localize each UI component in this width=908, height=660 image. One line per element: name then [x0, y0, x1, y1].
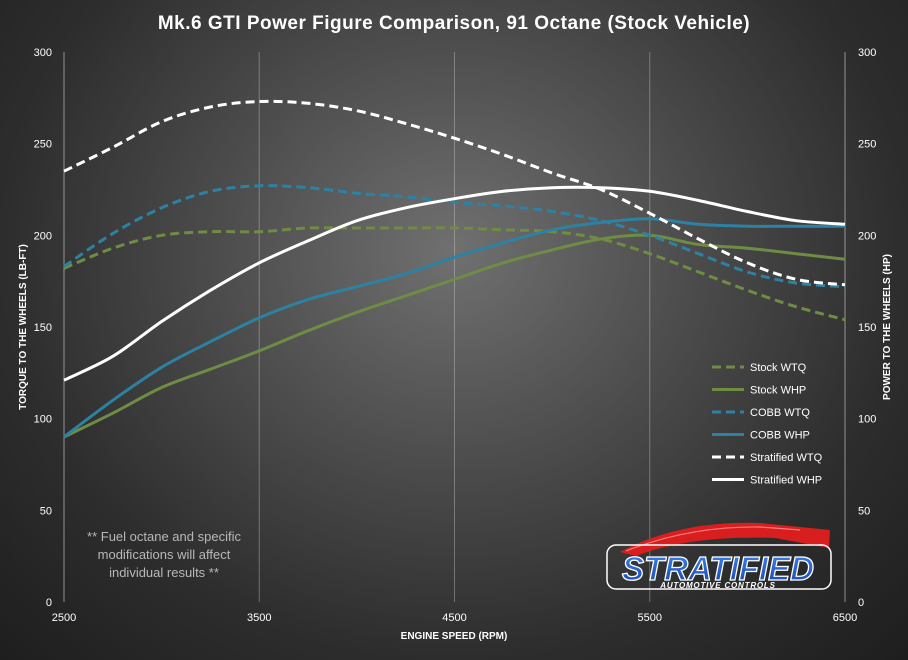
- y-left-tick-label: 200: [34, 230, 52, 242]
- note-line-3: individual results **: [109, 565, 219, 580]
- logo-wordmark: STRATIFIED: [622, 550, 814, 587]
- legend-label-stratified-whp: Stratified WHP: [750, 475, 822, 487]
- gridlines: [63, 52, 846, 602]
- x-axis-label: ENGINE SPEED (RPM): [401, 631, 508, 642]
- disclaimer-note: ** Fuel octane and specific modification…: [87, 529, 241, 580]
- legend-label-stock-whp: Stock WHP: [750, 385, 806, 397]
- left-axis-ticks: 0 50 100 150 200 250 300: [34, 47, 52, 609]
- y-axis-right-label: POWER TO THE WHEELS (HP): [882, 254, 893, 400]
- logo-swoosh-icon: [620, 522, 830, 556]
- x-tick-label: 4500: [442, 612, 466, 624]
- note-line-2: modifications will affect: [98, 547, 231, 562]
- logo-border: [606, 544, 832, 590]
- y-left-tick-label: 50: [40, 505, 52, 517]
- series-line-stock-wtq: [63, 226, 846, 322]
- y-axis-left-label: TORQUE TO THE WHEELS (LB-FT): [18, 244, 29, 410]
- y-right-tick-label: 250: [858, 139, 876, 151]
- logo-tagline: AUTOMOTIVE CONTROLS: [659, 581, 776, 590]
- legend-label-cobb-whp: COBB WHP: [750, 430, 810, 442]
- series-line-cobb-whp: [63, 217, 845, 439]
- series-line-stratified-wtq: [63, 99, 846, 287]
- y-left-tick-label: 150: [34, 322, 52, 334]
- y-right-tick-label: 150: [858, 322, 876, 334]
- x-tick-label: 3500: [247, 612, 271, 624]
- x-tick-label: 5500: [638, 612, 662, 624]
- stratified-logo: STRATIFIED AUTOMOTIVE CONTROLS: [606, 522, 832, 590]
- y-left-tick-label: 250: [34, 139, 52, 151]
- y-right-tick-label: 0: [858, 597, 864, 609]
- chart-title: Mk.6 GTI Power Figure Comparison, 91 Oct…: [158, 13, 750, 34]
- y-right-tick-label: 200: [858, 230, 876, 242]
- y-left-tick-label: 300: [34, 47, 52, 59]
- y-right-tick-label: 100: [858, 414, 876, 426]
- y-left-tick-label: 100: [34, 414, 52, 426]
- legend-label-stock-wtq: Stock WTQ: [750, 362, 807, 374]
- series-line-cobb-wtq: [63, 184, 846, 289]
- note-line-1: ** Fuel octane and specific: [87, 529, 241, 544]
- legend-label-stratified-wtq: Stratified WTQ: [750, 452, 823, 464]
- y-left-tick-label: 0: [46, 597, 52, 609]
- x-tick-label: 6500: [833, 612, 857, 624]
- x-axis-ticks: 2500 3500 4500 5500 6500: [52, 612, 857, 624]
- y-right-tick-label: 300: [858, 47, 876, 59]
- legend-label-cobb-wtq: COBB WTQ: [750, 407, 810, 419]
- x-tick-label: 2500: [52, 612, 76, 624]
- legend: Stock WTQ Stock WHP COBB WTQ COBB WHP Strati…: [712, 362, 823, 487]
- series-layer: [63, 99, 846, 439]
- right-axis-ticks: 0 50 100 150 200 250 300: [858, 47, 876, 609]
- y-right-tick-label: 50: [858, 505, 870, 517]
- series-line-stratified-whp: [63, 185, 846, 382]
